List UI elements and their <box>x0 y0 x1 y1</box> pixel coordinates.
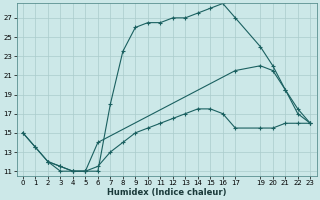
X-axis label: Humidex (Indice chaleur): Humidex (Indice chaleur) <box>107 188 226 197</box>
